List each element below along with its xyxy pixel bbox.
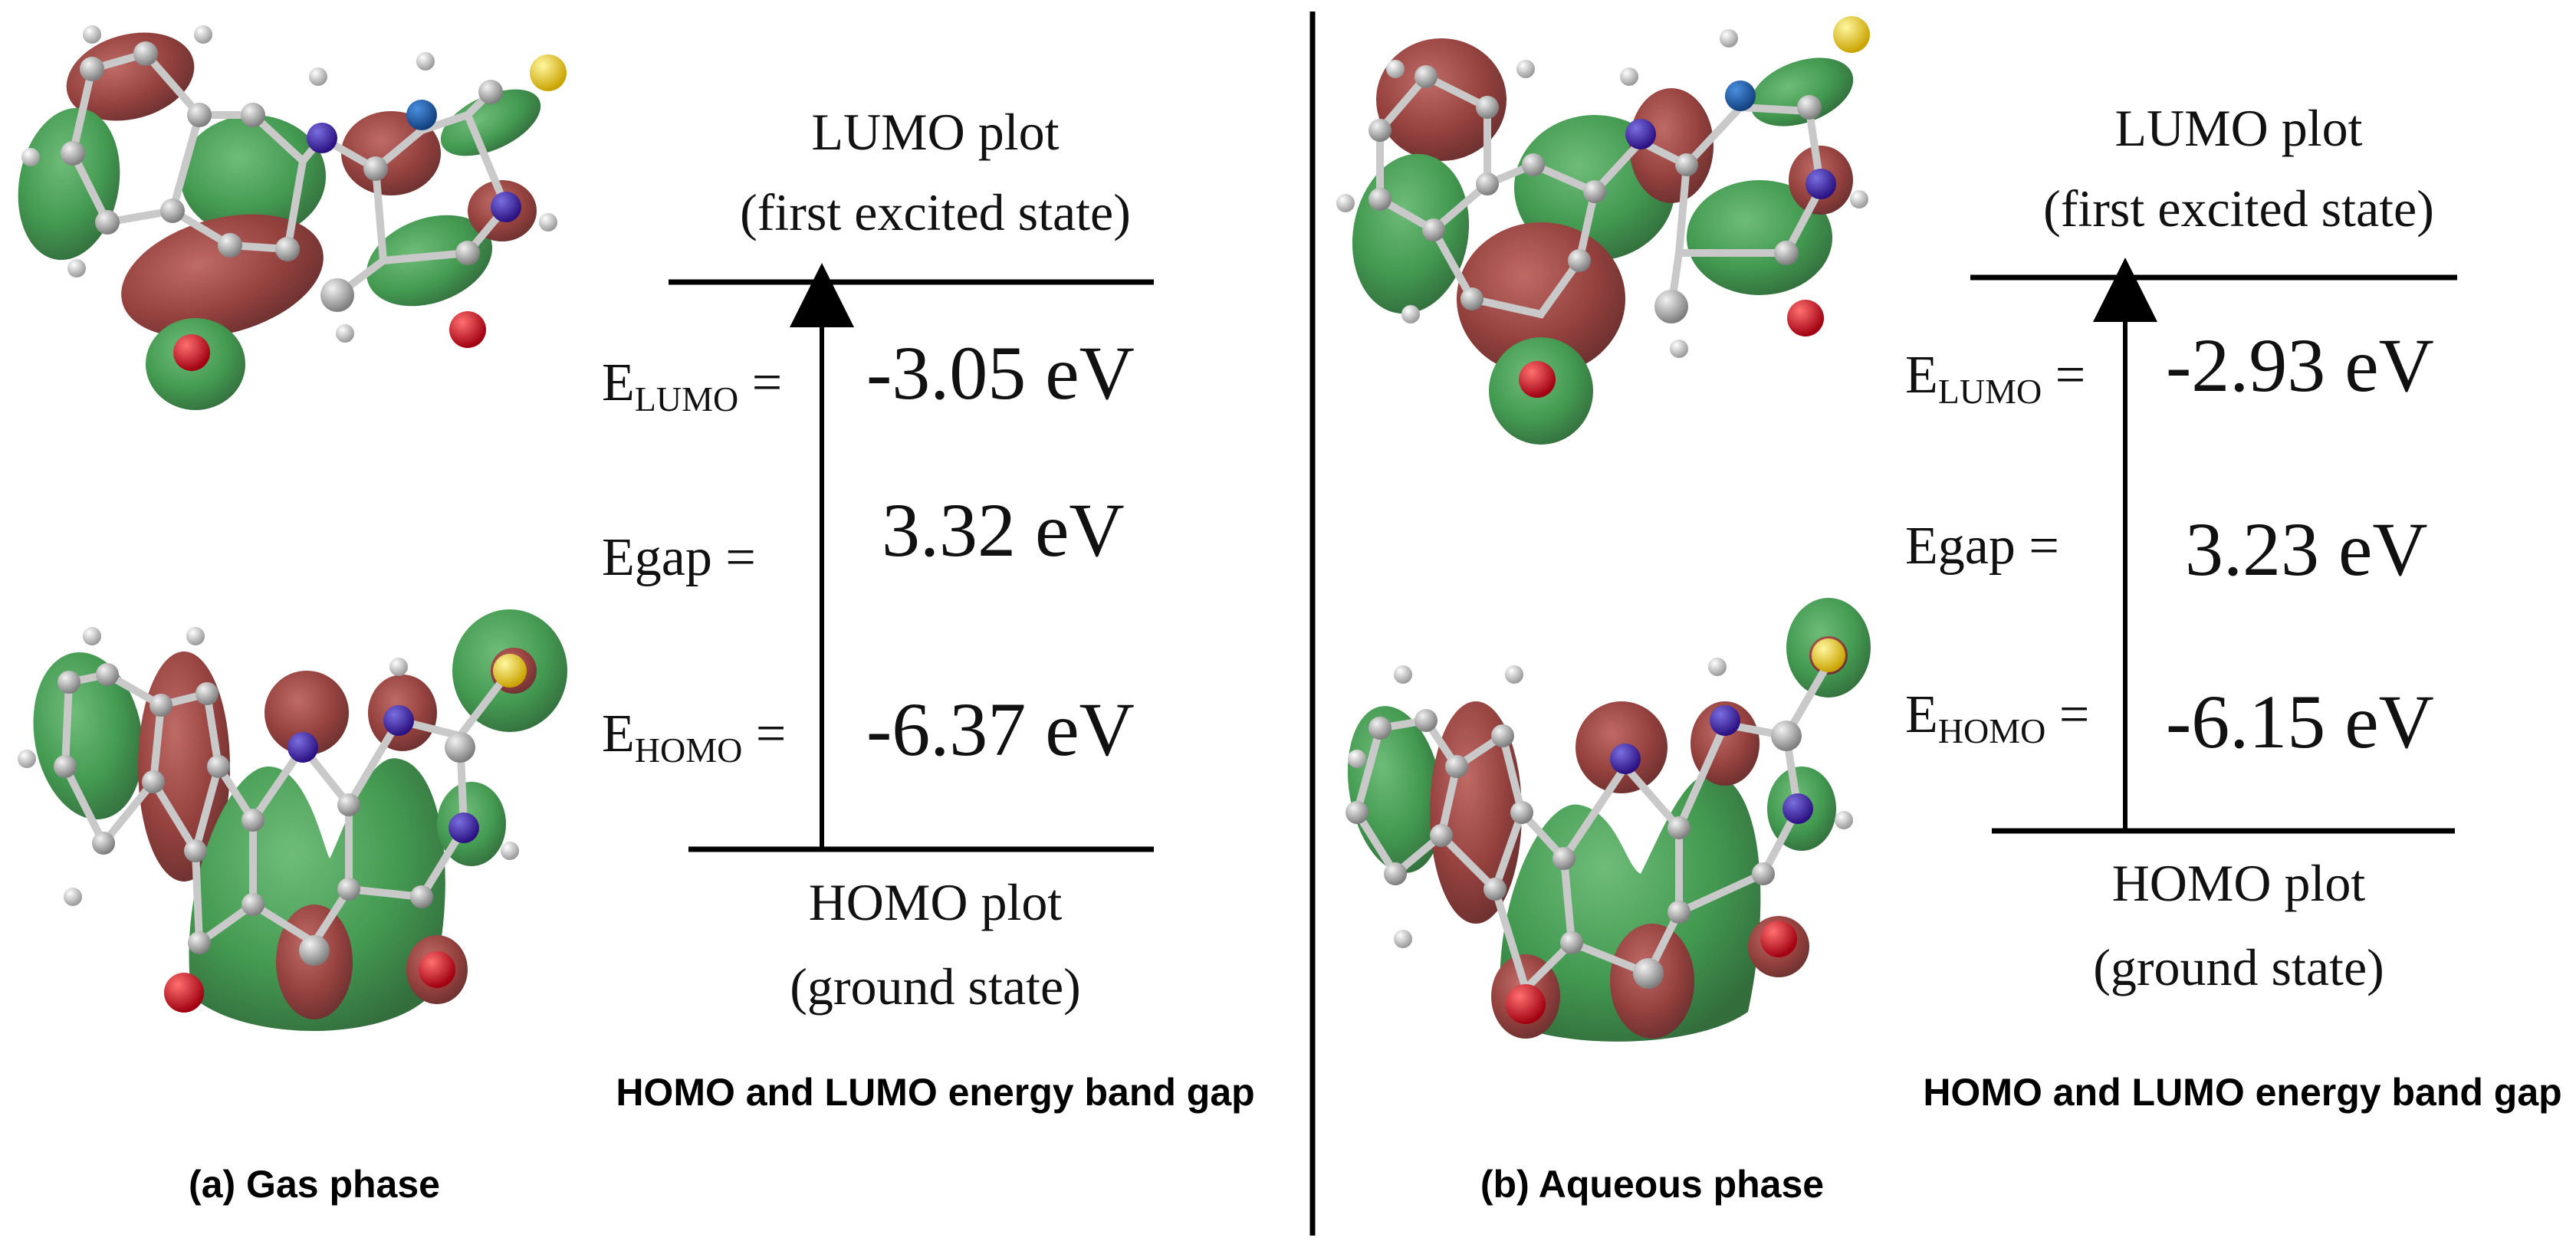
panel-gas-phase: LUMO plot (first excited state) ELUMO = … — [18, 25, 1255, 1206]
e-gap-value: 3.32 eV — [882, 487, 1125, 573]
energy-diagram-aqueous: LUMO plot (first excited state) ELUMO = … — [1905, 99, 2457, 996]
homo-label: HOMO plot — [2112, 854, 2366, 912]
lumo-molecule-image-aqueous — [1336, 16, 1870, 445]
e-gap-value: 3.23 eV — [2185, 507, 2428, 592]
e-homo-value: -6.15 eV — [2166, 679, 2434, 764]
e-lumo-value: -2.93 eV — [2166, 323, 2434, 408]
homo-label: HOMO plot — [809, 873, 1063, 931]
lumo-label: LUMO plot — [2115, 99, 2363, 157]
lumo-sublabel: (first excited state) — [2043, 179, 2434, 238]
e-lumo-value: -3.05 eV — [866, 330, 1135, 415]
e-lumo-label: ELUMO = — [1905, 346, 2085, 411]
e-gap-label: Egap = — [602, 528, 756, 587]
lumo-sublabel: (first excited state) — [740, 183, 1131, 241]
homo-molecule-image-aqueous — [1346, 598, 1871, 1042]
e-homo-value: -6.37 eV — [866, 687, 1135, 772]
homo-molecule-image-gas — [18, 609, 567, 1031]
lumo-molecule-image-gas — [18, 25, 567, 410]
e-gap-label: Egap = — [1905, 517, 2059, 576]
caption-aqueous-phase: (b) Aqueous phase — [1480, 1163, 1824, 1206]
homo-sublabel: (ground state) — [2093, 938, 2384, 996]
energy-diagram-gas: LUMO plot (first excited state) ELUMO = … — [602, 103, 1154, 1016]
homo-sublabel: (ground state) — [790, 957, 1081, 1016]
chart-title-aqueous: HOMO and LUMO energy band gap — [1923, 1071, 2561, 1114]
e-homo-label: EHOMO = — [602, 704, 786, 770]
e-homo-label: EHOMO = — [1905, 685, 2089, 750]
panel-aqueous-phase: LUMO plot (first excited state) ELUMO = … — [1336, 16, 2562, 1206]
e-lumo-label: ELUMO = — [602, 353, 782, 419]
chart-title-gas: HOMO and LUMO energy band gap — [616, 1071, 1254, 1114]
lumo-label: LUMO plot — [812, 103, 1060, 161]
caption-gas-phase: (a) Gas phase — [189, 1163, 440, 1206]
